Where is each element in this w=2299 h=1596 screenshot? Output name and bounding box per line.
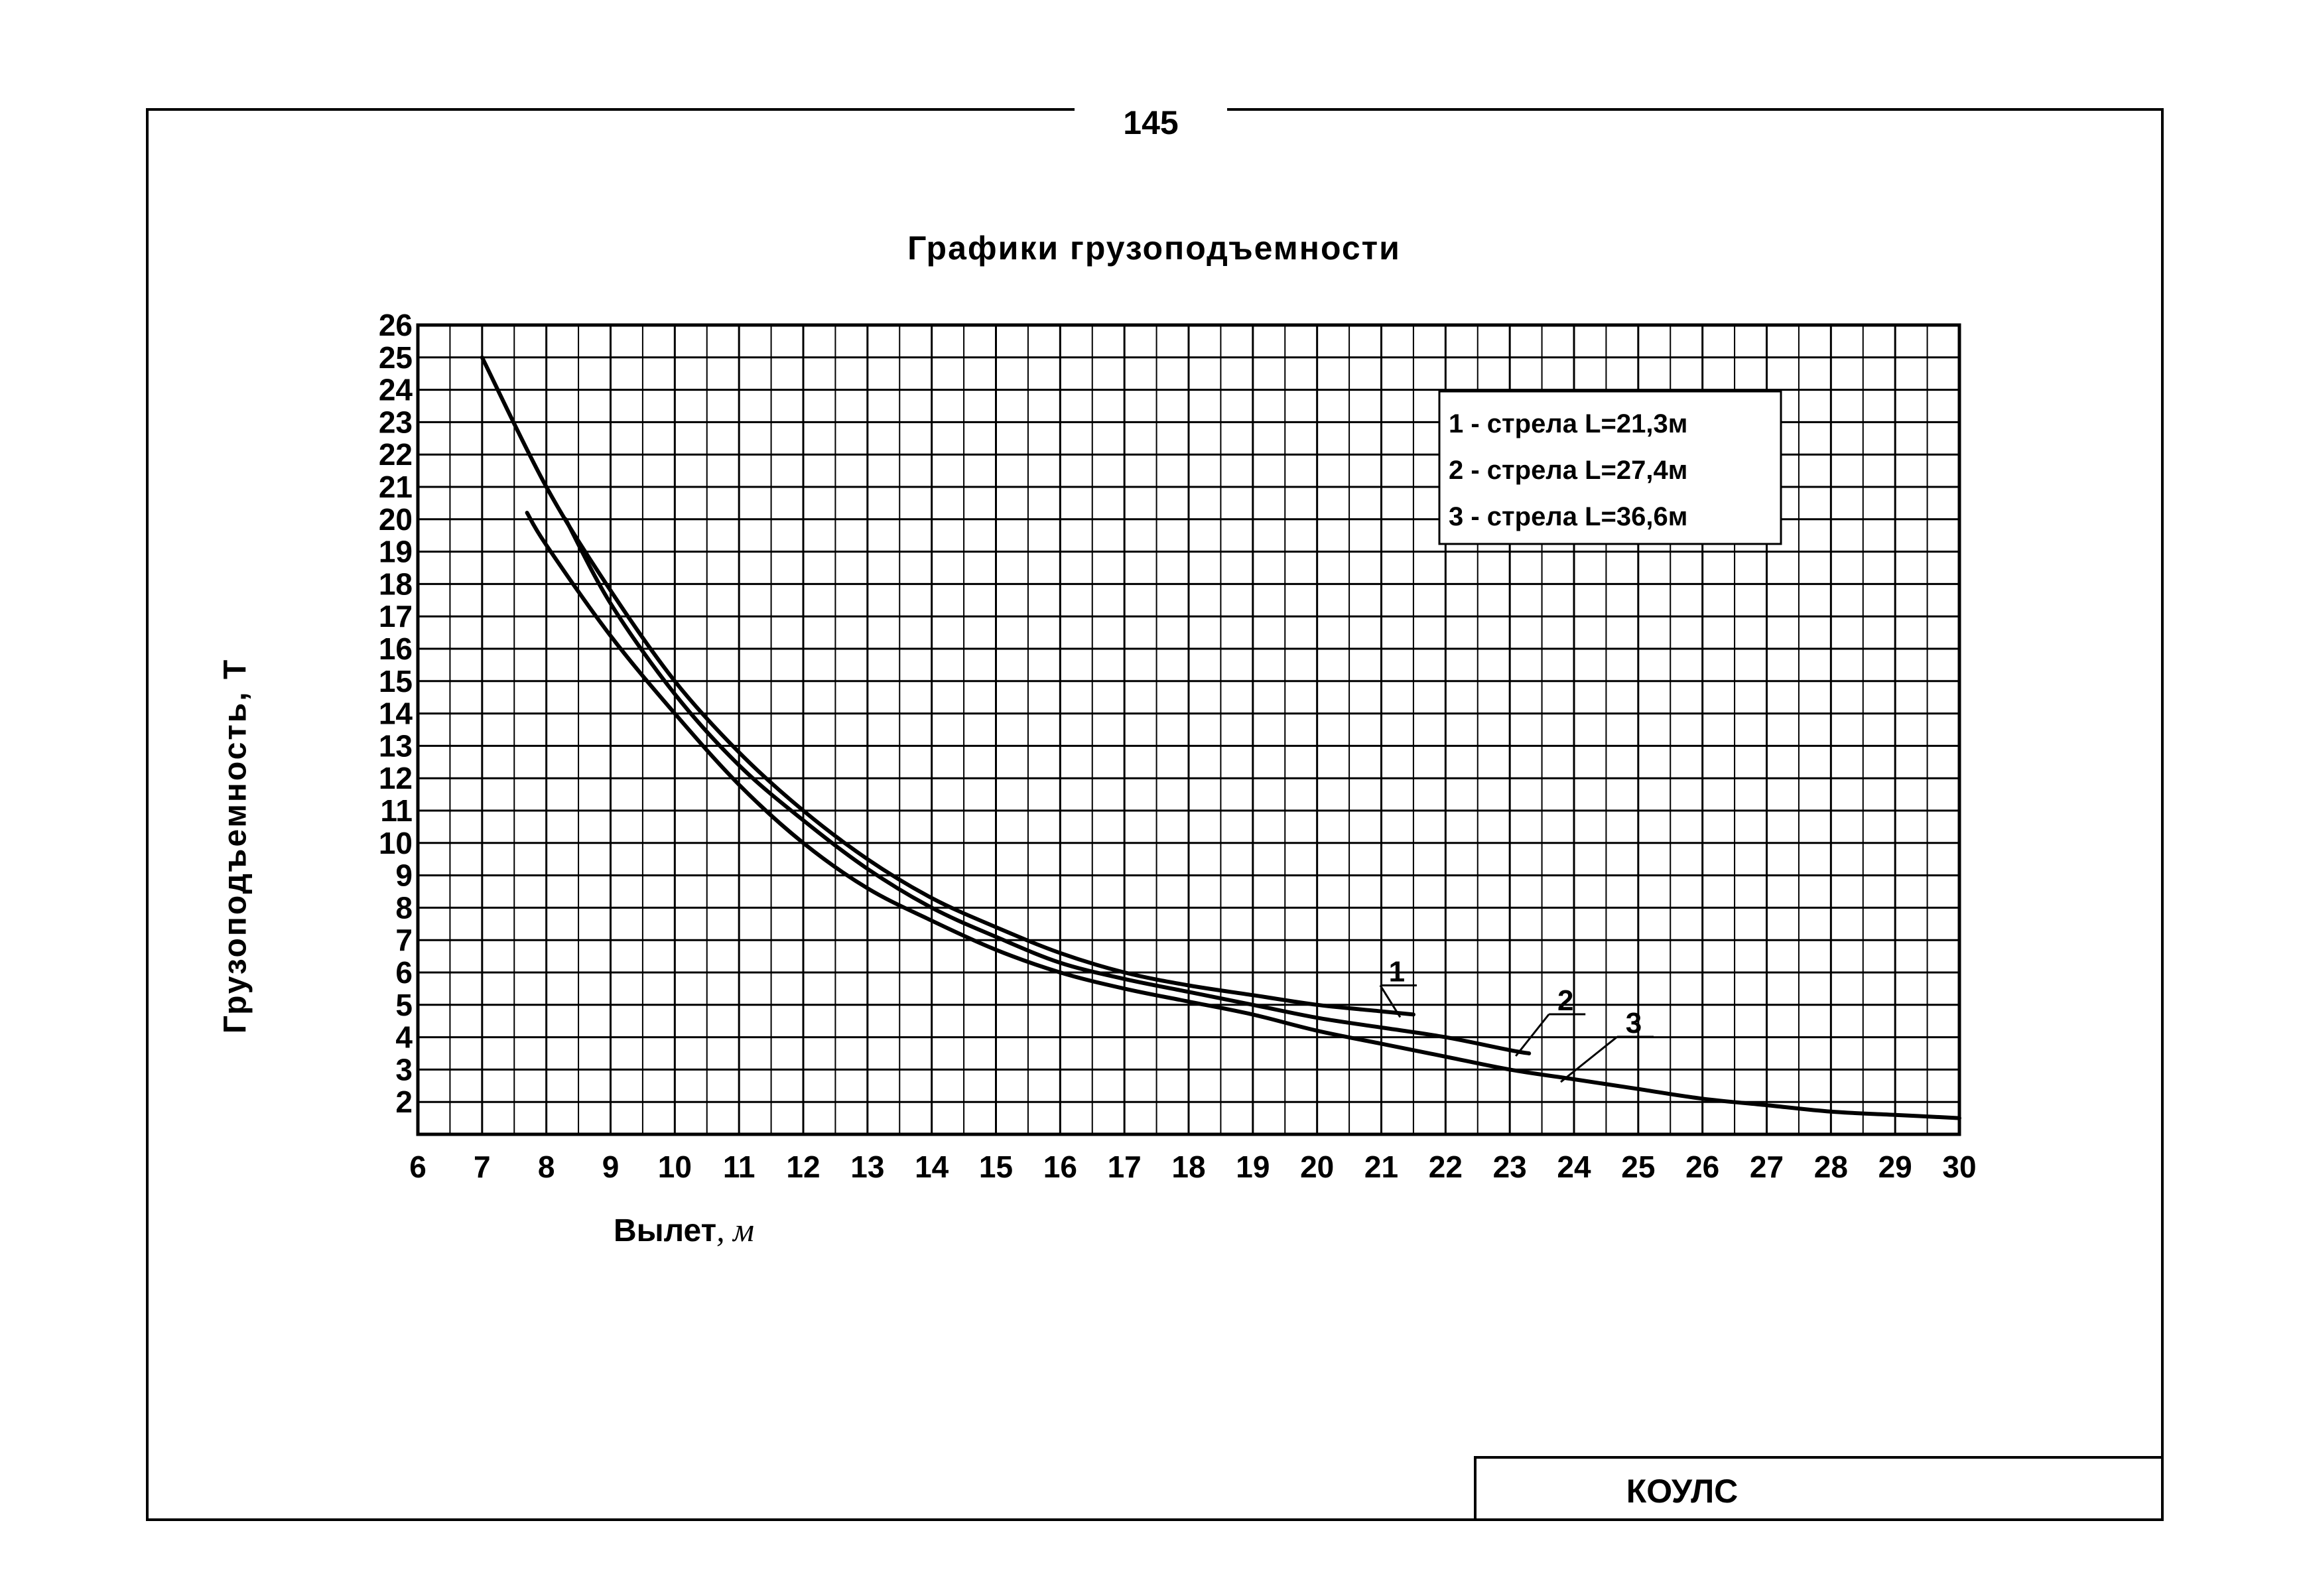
x-tick-label: 10 — [658, 1150, 692, 1184]
curve-number-label: 1 — [1389, 955, 1405, 988]
x-tick-label: 19 — [1236, 1150, 1270, 1184]
x-axis-label-unit: , м — [716, 1211, 755, 1248]
x-tick-label: 17 — [1108, 1150, 1142, 1184]
x-tick-label: 28 — [1814, 1150, 1848, 1184]
x-tick-label: 6 — [409, 1150, 427, 1184]
x-tick-label: 13 — [850, 1150, 884, 1184]
x-tick-label: 25 — [1621, 1150, 1655, 1184]
y-tick-label: 14 — [379, 697, 413, 731]
y-tick-label: 5 — [395, 988, 413, 1022]
legend-entry: 2 - стрела L=27,4м — [1449, 456, 1687, 485]
x-tick-label: 8 — [538, 1150, 555, 1184]
x-tick-label: 26 — [1685, 1150, 1719, 1184]
title-block: КОУЛС — [1474, 1456, 2164, 1521]
curve-line-1 — [480, 355, 1415, 1017]
legend-entry: 3 - стрела L=36,6м — [1449, 502, 1687, 531]
y-tick-label: 3 — [395, 1052, 413, 1087]
x-tick-label: 12 — [786, 1150, 820, 1184]
y-tick-label: 13 — [379, 728, 413, 763]
y-tick-label: 8 — [395, 890, 413, 925]
y-tick-label: 11 — [380, 793, 413, 828]
x-tick-label: 16 — [1043, 1150, 1077, 1184]
y-axis-label: Грузоподъемность, Т — [218, 657, 253, 1034]
x-tick-label: 30 — [1942, 1150, 1976, 1184]
x-tick-label: 29 — [1878, 1150, 1912, 1184]
x-tick-label: 24 — [1557, 1150, 1591, 1184]
y-tick-label: 20 — [379, 502, 413, 537]
x-tick-label: 11 — [723, 1150, 755, 1184]
x-tick-label: 23 — [1493, 1150, 1527, 1184]
curve-leader-line — [1515, 1014, 1550, 1057]
chart-axes: 6 7 8 9 10 11 12 13 14 15 16 17 18 19 20 21 22 23 24 25 26 27… — [379, 308, 1977, 1184]
y-tick-label: 6 — [395, 955, 413, 990]
y-tick-label: 19 — [379, 535, 413, 569]
x-tick-label: 22 — [1429, 1150, 1463, 1184]
title-block-text: КОУЛС — [1626, 1473, 1739, 1510]
legend-box — [1438, 390, 1782, 545]
x-tick-label: 21 — [1364, 1150, 1398, 1184]
x-tick-label: 20 — [1300, 1150, 1334, 1184]
y-tick-label: 10 — [379, 826, 413, 860]
x-tick-label: 14 — [915, 1150, 949, 1184]
y-tick-label: 4 — [395, 1020, 413, 1055]
curve-number-label: 3 — [1626, 1007, 1642, 1039]
curve-line-3 — [525, 511, 1961, 1120]
y-tick-label: 7 — [395, 923, 413, 957]
y-tick-label: 26 — [379, 308, 413, 342]
x-tick-label: 9 — [602, 1150, 620, 1184]
curve-number-label: 2 — [1557, 984, 1573, 1017]
legend-entry: 1 - стрела L=21,3м — [1449, 409, 1687, 438]
x-tick-label: 27 — [1750, 1150, 1784, 1184]
y-tick-label: 15 — [379, 664, 413, 698]
x-axis-label-text: Вылет — [614, 1213, 717, 1248]
y-tick-label: 23 — [379, 405, 413, 439]
curve-leader-line — [1560, 1035, 1618, 1083]
chart-curves: 1 2 3 — [480, 355, 1961, 1120]
y-tick-label: 12 — [379, 761, 413, 795]
curve-leader-line — [1379, 984, 1402, 1018]
page-number: 145 — [1075, 100, 1227, 146]
y-tick-label: 18 — [379, 566, 413, 601]
y-tick-label: 22 — [379, 437, 413, 472]
x-axis-label: Вылет, м — [614, 1211, 754, 1249]
x-tick-label: 18 — [1171, 1150, 1205, 1184]
plot-border — [416, 323, 1961, 1136]
y-tick-label: 16 — [379, 632, 413, 666]
y-tick-label: 24 — [379, 373, 413, 407]
y-tick-label: 2 — [395, 1085, 413, 1119]
y-tick-label: 9 — [395, 858, 413, 893]
y-tick-label: 25 — [379, 340, 413, 375]
x-tick-label: 7 — [474, 1150, 491, 1184]
y-tick-label: 21 — [379, 470, 413, 504]
chart-title: Графики грузоподъемности — [907, 230, 1401, 267]
x-tick-label: 15 — [979, 1150, 1013, 1184]
curve-line-2 — [563, 517, 1532, 1055]
y-tick-label: 17 — [379, 599, 413, 633]
chart-legend: 1 - стрела L=21,3м 2 - стрела L=27,4м 3 - … — [1438, 390, 1782, 545]
